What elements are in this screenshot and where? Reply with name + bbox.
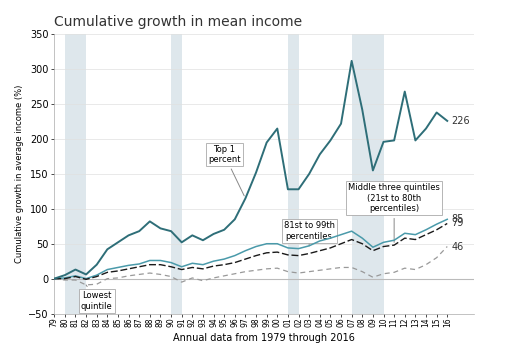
- Text: 79: 79: [451, 218, 464, 228]
- Bar: [288, 34, 298, 314]
- Text: 226: 226: [451, 116, 470, 126]
- Text: 85: 85: [451, 214, 464, 224]
- Text: Middle three quintiles
(21st to 80th
percentiles): Middle three quintiles (21st to 80th per…: [348, 183, 440, 242]
- Text: Top 1
percent: Top 1 percent: [208, 145, 244, 196]
- Text: Cumulative growth in mean income: Cumulative growth in mean income: [54, 15, 302, 29]
- Y-axis label: Cumulative growth in average income (%): Cumulative growth in average income (%): [15, 85, 24, 263]
- Text: 46: 46: [451, 242, 464, 252]
- Bar: [352, 34, 384, 314]
- Text: Lowest
quintile: Lowest quintile: [81, 285, 113, 311]
- Bar: [171, 34, 181, 314]
- Text: 81st to 99th
percentiles: 81st to 99th percentiles: [283, 222, 335, 246]
- Bar: [65, 34, 86, 314]
- X-axis label: Annual data from 1979 through 2016: Annual data from 1979 through 2016: [173, 333, 355, 343]
